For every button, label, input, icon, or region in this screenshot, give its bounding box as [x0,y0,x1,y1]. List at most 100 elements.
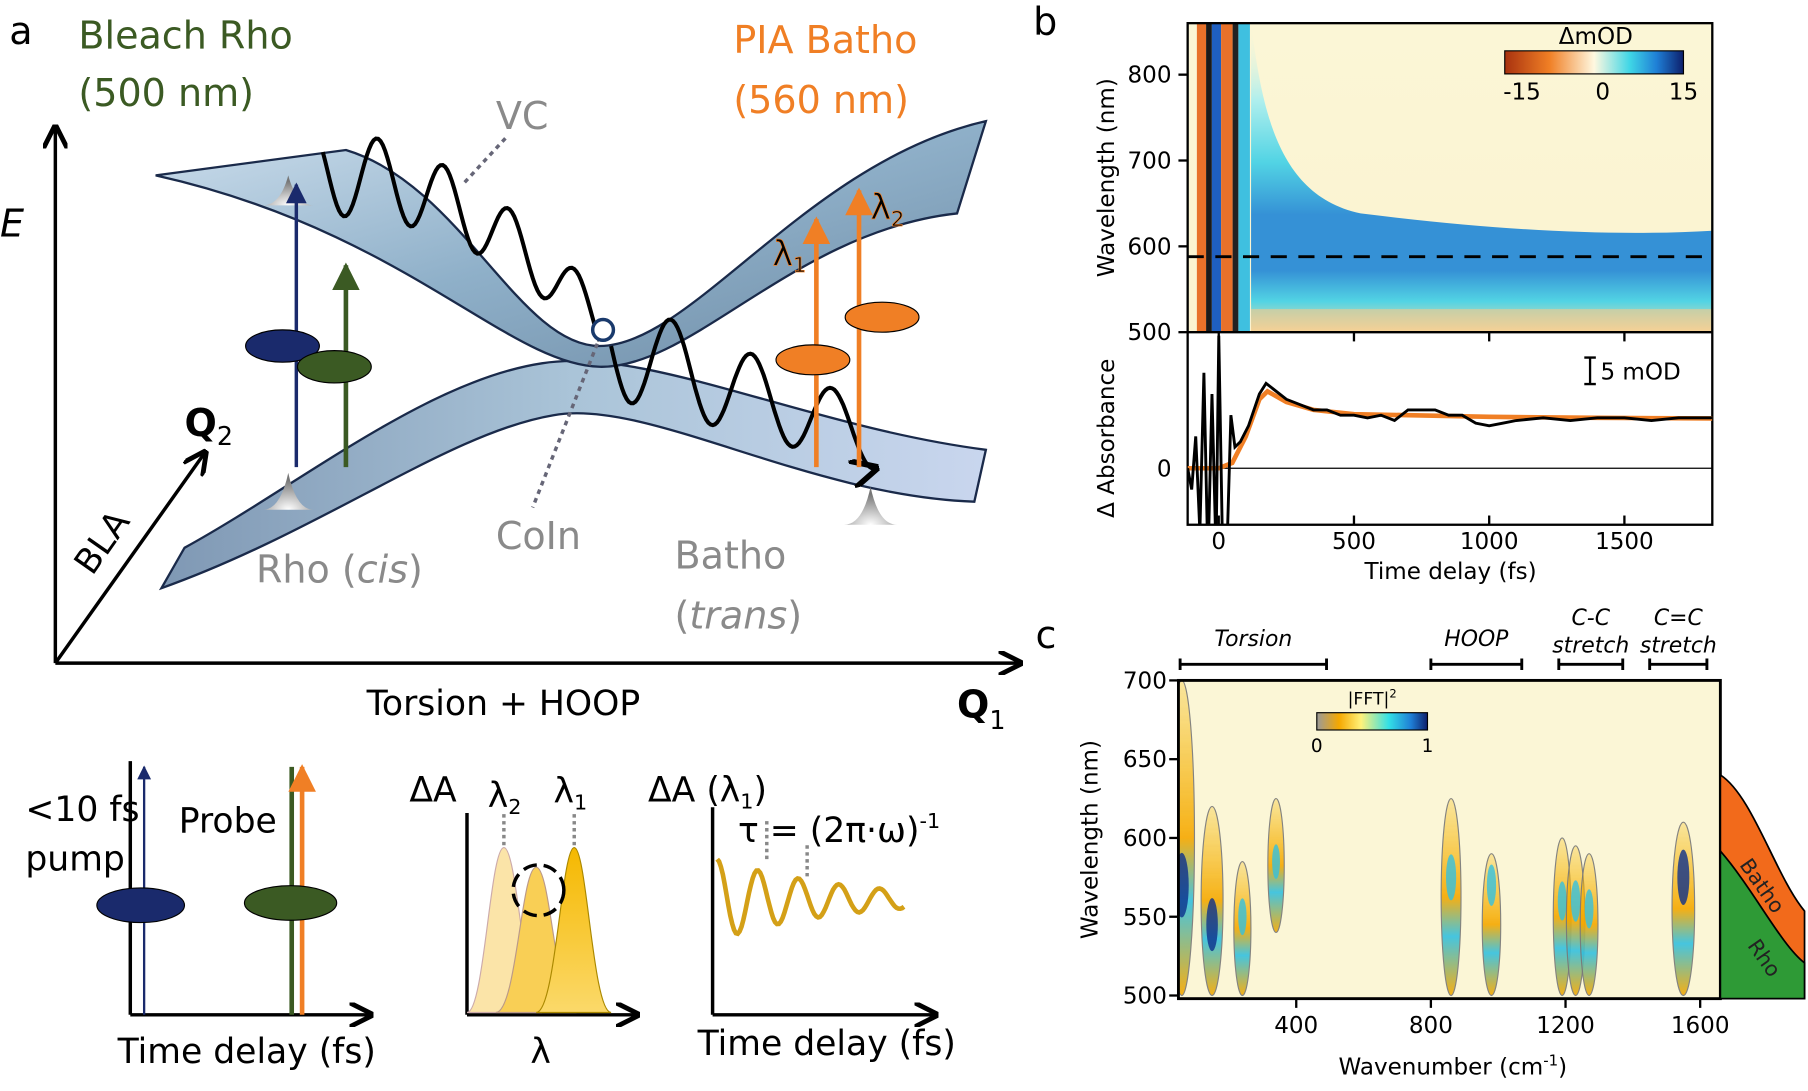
x-axis-label: Torsion + HOOP [366,684,641,724]
panel-b-y-ticks: 500 600 700 800 [1128,63,1188,346]
fft-peak-maximum [1571,880,1581,922]
fft-peak-maximum [1677,849,1690,906]
fft-peak-maximum [1206,898,1218,952]
fft-peak-maximum [1446,854,1457,901]
x-tick-label: 1500 [1595,529,1654,555]
positive-band [1251,23,1713,333]
mode-group-label-2: stretch [1640,634,1717,659]
probe-label: Probe [179,802,277,842]
panel-b-y-label: Wavelength (nm) [1094,78,1120,277]
pump-label-1: <10 fs [25,790,139,830]
energy-axis-label: E [0,201,24,245]
panel-c-colorbar [1316,712,1429,731]
colorbar-tick-mid: 0 [1595,79,1610,105]
fft-peak-maximum [1238,898,1247,936]
inset1-x-label: Time delay (fs) [117,1032,376,1072]
mode-group-label-2: stretch [1552,634,1629,659]
negative-band [1251,309,1713,333]
bla-label: BLA [67,503,139,581]
panel-b-x-label: Time delay (fs) [1363,559,1536,585]
panel-label-b: b [1033,0,1057,44]
kinetic-traces [1187,335,1713,525]
x-tick-label: 1200 [1536,1013,1595,1039]
panel-c-colorbar-title: |FFT|2 [1348,687,1397,710]
lambda1-label: λ1 [773,234,807,277]
mode-group-bracket [1648,658,1709,671]
mode-group-label: C-C [1572,606,1611,631]
pump-label-2: pump [25,840,124,880]
y-tick-label: 500 [1123,984,1167,1010]
mode-group-label: Torsion [1214,627,1292,652]
artifact-stripe-5 [1232,23,1239,333]
rho-ground-population-icon [262,472,314,510]
colorbar-tick-max: 15 [1669,79,1698,105]
inset2-lambda2: λ2 [488,776,522,819]
artifact-stripe-3 [1211,23,1222,333]
y-tick-label: 700 [1123,668,1167,694]
y-tick-label: 500 [1128,320,1172,346]
panel-c-colorbar-max: 1 [1422,736,1434,757]
fft-map [1178,680,1721,999]
fft-peak [1671,821,1696,997]
x-tick-label: 400 [1274,1013,1318,1039]
y-tick-label: 700 [1128,149,1172,175]
panel-b-frame [1186,22,1714,526]
panel-a: a Bleach Rho (500 nm) PIA Batho (560 nm)… [0,9,1020,735]
pia-wavelength: (560 nm) [733,78,909,122]
artifact-stripe-2 [1206,23,1212,333]
inset2-x-label: λ [530,1032,550,1072]
excited-wavepacket-trajectory [320,136,602,342]
panel-b: b 500 600 700 800 0 500 1000 1500 Wavelength (… [1033,0,1714,585]
x-tick-label: 1000 [1460,529,1519,555]
fft-peak [1481,853,1502,997]
probe-pulse-green-icon [296,350,372,384]
kinetic-trace [1187,335,1713,525]
fit-trace [1187,388,1713,471]
bleach-title: Bleach Rho [78,14,292,58]
inset1-pump-pulse-icon [96,887,186,924]
inset1-probe-pulse-icon [243,885,338,921]
oscillation-cycle-icon [511,863,566,918]
batho-population-icon [844,486,898,525]
fft-peak-maximum [1178,852,1189,918]
lambda2-label: λ2 [871,188,905,231]
fft-peak-maximum [1272,844,1280,879]
excited-state-surface [155,119,988,368]
artifact-stripe-6 [1238,23,1250,333]
panel-c-x-label: Wavenumber (cm-1) [1339,1052,1568,1081]
inset2-spectrum-lambda1 [535,847,612,1014]
fft-peak-maximum [1584,889,1594,929]
probe-pulse-orange-icon [775,344,851,376]
y-tick-label: 600 [1123,826,1167,852]
q2-label: Q2 [184,401,232,451]
fft-peak-maximum [1486,864,1497,906]
x-tick-label: 800 [1409,1013,1453,1039]
fft-peak-maximum [1557,881,1567,921]
y-tick-label: 800 [1128,63,1172,89]
batho-trans-label: (trans) [675,594,802,638]
coin-label: CoIn [496,514,581,558]
q1-label: Q1 [957,682,1005,735]
inset2-y-label: ΔA [409,770,457,810]
scale-bar-label: 5 mOD [1600,359,1680,385]
panel-label-c: c [1035,613,1056,657]
mode-group-bracket [1429,658,1524,671]
coin-pointer [531,343,599,509]
conical-intersection-marker [590,317,616,342]
inset2-lambda1: λ1 [553,772,587,815]
probe-pulse-orange-icon-2 [844,301,920,333]
pump-pulse-icon [245,329,320,363]
ground-wavepacket-trajectory [609,317,876,469]
y-tick-label: 550 [1123,905,1167,931]
tau-formula: τ = (2π·ω)-1 [738,809,940,851]
y-tick-label: 600 [1128,234,1172,260]
scale-bar [1584,356,1596,386]
x-tick-label: 1600 [1671,1013,1730,1039]
panel-b-x-ticks: 0 500 1000 1500 [1211,332,1654,555]
panel-b-colorbar [1504,50,1685,75]
inset3-damped-oscillation [715,857,906,937]
panel-b-colorbar-title: ΔmOD [1559,24,1633,50]
transient-absorption-map [1187,23,1713,333]
panel-b-bottom-y-label: Δ Absorbance [1094,359,1120,518]
q2-axis [53,452,205,665]
